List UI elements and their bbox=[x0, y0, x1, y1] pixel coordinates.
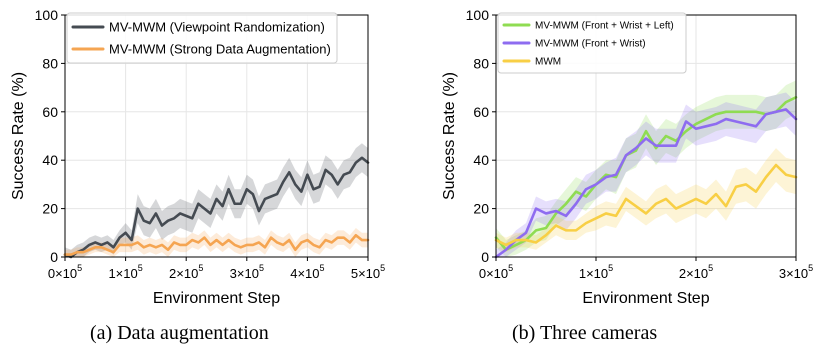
series-line-0 bbox=[63, 156, 370, 259]
x-tick-label: 4×105 bbox=[290, 263, 324, 281]
legend-label-0: MV-MWM (Front + Wrist + Left) bbox=[535, 21, 674, 32]
x-tick-label: 5×105 bbox=[351, 263, 385, 281]
y-tick-label: 40 bbox=[42, 152, 58, 168]
y-tick-label: 20 bbox=[42, 201, 58, 217]
x-tick-label: 1×105 bbox=[108, 263, 142, 281]
legend-label-0: MV-MWM (Viewpoint Randomization) bbox=[109, 20, 325, 35]
x-tick-label: 1×105 bbox=[579, 263, 613, 281]
y-tick-label: 20 bbox=[473, 201, 489, 217]
y-tick-label: 80 bbox=[42, 55, 58, 71]
caption-data-augmentation: (a) Data augmentation bbox=[90, 322, 269, 344]
y-tick-label: 100 bbox=[35, 7, 59, 23]
y-tick-label: 80 bbox=[473, 55, 489, 71]
x-tick-label: 2×105 bbox=[679, 263, 713, 281]
series-line-1 bbox=[494, 108, 798, 259]
y-tick-label: 40 bbox=[473, 152, 489, 168]
series-band-1 bbox=[496, 92, 796, 257]
legend-box bbox=[497, 12, 687, 74]
legend: MV-MWM (Front + Wrist + Left) MV-MWM (Fro… bbox=[497, 12, 687, 74]
series-band-1 bbox=[65, 227, 368, 257]
series-band-2 bbox=[496, 148, 796, 253]
legend: MV-MWM (Viewpoint Randomization) MV-MWM (… bbox=[66, 12, 338, 64]
chart-three-cameras: 0 20 40 60 80 100 0×105 1×105 2×105 3×105 Environm… bbox=[441, 7, 813, 307]
series-line-1 bbox=[63, 233, 370, 256]
series-band-0 bbox=[496, 80, 796, 257]
y-tick-label: 0 bbox=[481, 249, 489, 265]
x-axis-label: Environment Step bbox=[582, 290, 709, 307]
y-tick-label: 60 bbox=[473, 104, 489, 120]
x-tick-label: 3×105 bbox=[779, 263, 813, 281]
y-axis-label: Success Rate (%) bbox=[441, 72, 458, 200]
chart-data-augmentation: 0 20 40 60 80 100 0×105 1×105 2×105 3×105 4×105 5×1… bbox=[10, 7, 385, 307]
y-tick-label: 100 bbox=[466, 7, 490, 23]
x-tick-label: 2×105 bbox=[169, 263, 203, 281]
x-tick-label: 3×105 bbox=[230, 263, 264, 281]
x-axis-label: Environment Step bbox=[153, 290, 280, 307]
x-tick-label: 0×105 bbox=[479, 263, 513, 281]
legend-box bbox=[66, 12, 338, 64]
x-tick-label: 0×105 bbox=[48, 263, 82, 281]
caption-three-cameras: (b) Three cameras bbox=[512, 322, 658, 344]
legend-label-1: MV-MWM (Front + Wrist) bbox=[535, 39, 646, 50]
legend-label-1: MV-MWM (Strong Data Augmentation) bbox=[109, 42, 331, 57]
legend-label-2: MWM bbox=[535, 57, 561, 68]
y-tick-label: 0 bbox=[50, 249, 58, 265]
series-line-2 bbox=[494, 163, 798, 247]
figure: 0 20 40 60 80 100 0×105 1×105 2×105 3×105 4×105 5×1… bbox=[10, 7, 813, 307]
y-tick-label: 60 bbox=[42, 104, 58, 120]
y-axis-label: Success Rate (%) bbox=[10, 72, 27, 200]
series-line-0 bbox=[494, 95, 798, 252]
